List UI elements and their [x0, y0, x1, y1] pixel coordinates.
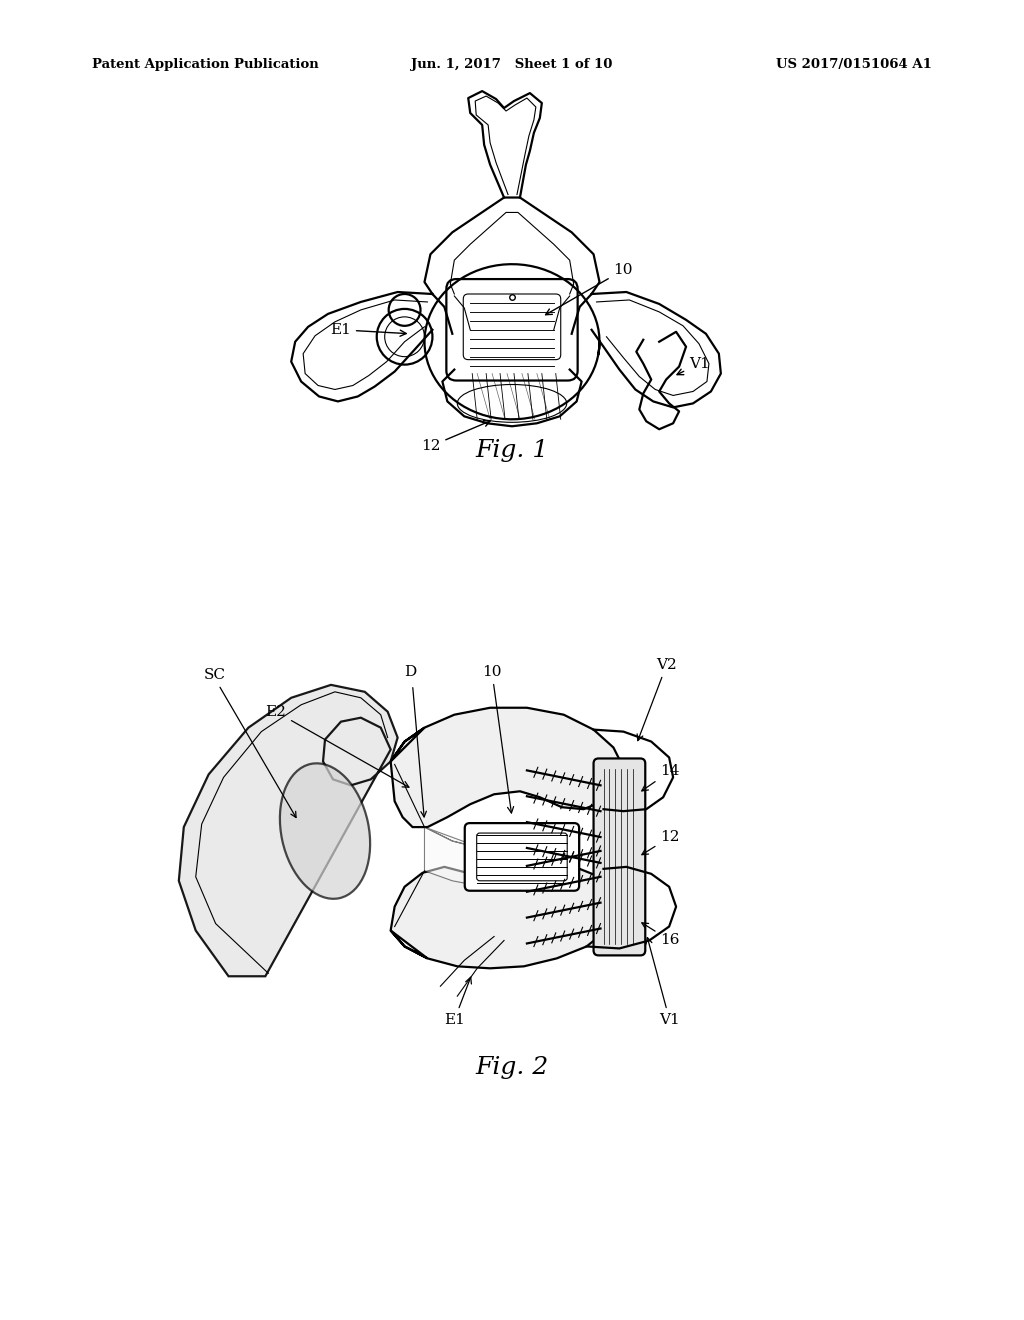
Polygon shape [425, 828, 580, 888]
Text: 14: 14 [642, 764, 680, 791]
Text: Fig. 2: Fig. 2 [475, 1056, 549, 1078]
Text: D: D [404, 665, 417, 678]
Text: 10: 10 [482, 665, 514, 813]
Ellipse shape [280, 763, 370, 899]
Text: US 2017/0151064 A1: US 2017/0151064 A1 [776, 58, 932, 71]
Text: E1: E1 [330, 323, 407, 337]
Text: 12: 12 [421, 421, 490, 453]
Text: 16: 16 [642, 923, 680, 948]
Polygon shape [179, 685, 397, 977]
Text: V1: V1 [677, 356, 710, 375]
Polygon shape [391, 867, 616, 969]
Text: V1: V1 [646, 937, 680, 1027]
FancyBboxPatch shape [446, 279, 578, 380]
Text: Jun. 1, 2017   Sheet 1 of 10: Jun. 1, 2017 Sheet 1 of 10 [412, 58, 612, 71]
FancyBboxPatch shape [463, 294, 561, 359]
FancyBboxPatch shape [465, 824, 580, 891]
Text: Fig. 1: Fig. 1 [475, 440, 549, 462]
Text: E2: E2 [265, 705, 409, 787]
Text: Patent Application Publication: Patent Application Publication [92, 58, 319, 71]
Text: E1: E1 [443, 977, 471, 1027]
Polygon shape [391, 708, 624, 828]
Text: V2: V2 [637, 657, 677, 741]
Text: 12: 12 [642, 830, 680, 855]
Text: SC: SC [204, 668, 225, 682]
Text: 10: 10 [546, 263, 633, 314]
FancyBboxPatch shape [594, 759, 645, 956]
